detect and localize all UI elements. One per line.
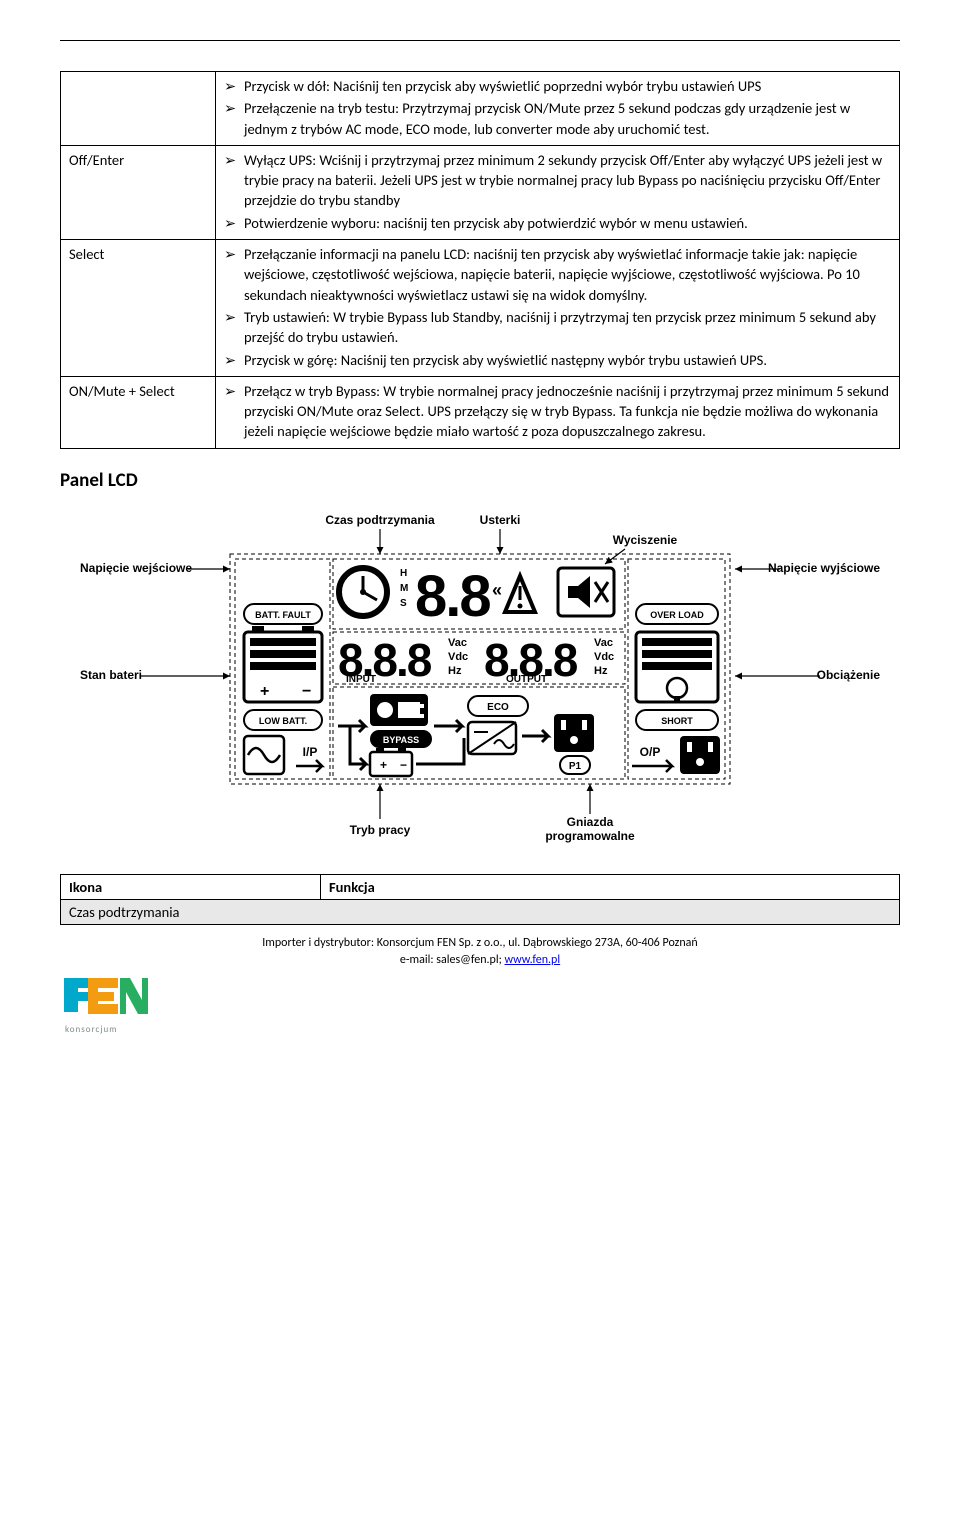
bullet-arrow-icon: ➢ <box>224 98 244 118</box>
svg-text:INPUT: INPUT <box>346 674 376 685</box>
svg-text:ECO: ECO <box>487 702 509 713</box>
bullet-item: ➢Wyłącz UPS: Wciśnij i przytrzymaj przez… <box>224 150 891 211</box>
function-header-label: Funkcja <box>329 878 375 896</box>
icon-header-cell: Ikona <box>61 874 321 899</box>
bullet-text: Przełączenie na tryb testu: Przytrzymaj … <box>244 98 891 139</box>
fen-logo: konsorcjum <box>60 976 900 1041</box>
function-header-cell: Funkcja <box>321 874 900 899</box>
svg-text:−: − <box>302 683 311 700</box>
svg-text:H: H <box>400 568 407 579</box>
svg-text:I/P: I/P <box>303 745 318 759</box>
page-top-rule <box>60 40 900 41</box>
row-content: ➢Wyłącz UPS: Wciśnij i przytrzymaj przez… <box>216 145 900 239</box>
footer-line1: Importer i dystrybutor: Konsorcjum FEN S… <box>60 935 900 952</box>
svg-text:M: M <box>400 583 408 594</box>
row-content: ➢Przycisk w dół: Naciśnij ten przycisk a… <box>216 72 900 146</box>
bullet-text: Przełączanie informacji na panelu LCD: n… <box>244 244 891 305</box>
svg-text:LOW BATT.: LOW BATT. <box>259 716 307 726</box>
page-footer: Importer i dystrybutor: Konsorcjum FEN S… <box>60 935 900 969</box>
footer-email: e-mail: sales@fen.pl; <box>400 953 505 967</box>
svg-text:programowalne: programowalne <box>545 829 635 843</box>
svg-text:Hz: Hz <box>594 665 608 677</box>
svg-text:SHORT: SHORT <box>661 716 693 726</box>
bullet-arrow-icon: ➢ <box>224 76 244 96</box>
svg-text:Vac: Vac <box>448 637 467 649</box>
footer-line2: e-mail: sales@fen.pl; www.fen.pl <box>60 952 900 969</box>
lcd-panel-diagram: Napięcie wejściowe Czas podtrzymania Ust… <box>60 504 900 844</box>
bullet-text: Przycisk w górę: Naciśnij ten przycisk a… <box>244 350 891 370</box>
svg-text:Czas podtrzymania: Czas podtrzymania <box>325 513 435 527</box>
svg-text:Tryb pracy: Tryb pracy <box>350 823 411 837</box>
row-label: ON/Mute + Select <box>61 376 216 448</box>
svg-text:Vac: Vac <box>594 637 613 649</box>
svg-text:Usterki: Usterki <box>480 513 521 527</box>
row-content: ➢Przełączanie informacji na panelu LCD: … <box>216 240 900 377</box>
bullet-item: ➢Przełącz w tryb Bypass: W trybie normal… <box>224 381 891 442</box>
bullet-arrow-icon: ➢ <box>224 213 244 233</box>
svg-text:Vdc: Vdc <box>448 651 468 663</box>
bullet-text: Przełącz w tryb Bypass: W trybie normaln… <box>244 381 891 442</box>
backup-time-row: Czas podtrzymania <box>61 899 900 924</box>
svg-text:OVER LOAD: OVER LOAD <box>650 610 704 620</box>
bullet-item: ➢Przycisk w dół: Naciśnij ten przycisk a… <box>224 76 891 96</box>
svg-text:+: + <box>380 758 387 772</box>
svg-text:Napięcie wejściowe: Napięcie wejściowe <box>80 561 192 575</box>
bullet-arrow-icon: ➢ <box>224 244 244 264</box>
bullet-arrow-icon: ➢ <box>224 307 244 327</box>
svg-text:BYPASS: BYPASS <box>383 735 419 745</box>
svg-text:S: S <box>400 598 407 609</box>
svg-text:8.8: 8.8 <box>415 564 490 629</box>
bullet-text: Przycisk w dół: Naciśnij ten przycisk ab… <box>244 76 891 96</box>
svg-text:BATT. FAULT: BATT. FAULT <box>255 610 311 620</box>
button-description-table: ➢Przycisk w dół: Naciśnij ten przycisk a… <box>60 71 900 449</box>
footer-link[interactable]: www.fen.pl <box>505 953 561 967</box>
svg-text:−: − <box>400 758 407 772</box>
bullet-arrow-icon: ➢ <box>224 381 244 401</box>
svg-text:O/P: O/P <box>640 745 661 759</box>
svg-text:Napięcie wyjściowe: Napięcie wyjściowe <box>768 561 880 575</box>
svg-text:P1: P1 <box>569 761 582 772</box>
svg-text:Stan bateri: Stan bateri <box>80 668 142 682</box>
icon-function-table: Ikona Funkcja Czas podtrzymania <box>60 874 900 925</box>
bullet-arrow-icon: ➢ <box>224 350 244 370</box>
row-label: Select <box>61 240 216 377</box>
svg-text:Wyciszenie: Wyciszenie <box>613 533 678 547</box>
panel-lcd-heading: Panel LCD <box>60 469 900 492</box>
bullet-text: Potwierdzenie wyboru: naciśnij ten przyc… <box>244 213 891 233</box>
bullet-text: Wyłącz UPS: Wciśnij i przytrzymaj przez … <box>244 150 891 211</box>
row-content: ➢Przełącz w tryb Bypass: W trybie normal… <box>216 376 900 448</box>
svg-text:Obciążenie: Obciążenie <box>817 668 881 682</box>
svg-text:«: « <box>492 580 502 600</box>
bullet-arrow-icon: ➢ <box>224 150 244 170</box>
bullet-item: ➢Przełączenie na tryb testu: Przytrzymaj… <box>224 98 891 139</box>
row-label <box>61 72 216 146</box>
svg-text:OUTPUT: OUTPUT <box>506 674 547 685</box>
svg-text:Hz: Hz <box>448 665 462 677</box>
icon-header-label: Ikona <box>69 878 102 896</box>
svg-text:konsorcjum: konsorcjum <box>65 1024 117 1035</box>
lcd-panel-svg: Napięcie wejściowe Czas podtrzymania Ust… <box>70 504 890 844</box>
bullet-item: ➢Potwierdzenie wyboru: naciśnij ten przy… <box>224 213 891 233</box>
svg-text:+: + <box>260 683 269 700</box>
bullet-item: ➢ Przycisk w górę: Naciśnij ten przycisk… <box>224 350 891 370</box>
bullet-item: ➢Tryb ustawień: W trybie Bypass lub Stan… <box>224 307 891 348</box>
svg-text:Vdc: Vdc <box>594 651 614 663</box>
bullet-item: ➢Przełączanie informacji na panelu LCD: … <box>224 244 891 305</box>
svg-text:Gniazda: Gniazda <box>567 815 614 829</box>
bullet-text: Tryb ustawień: W trybie Bypass lub Stand… <box>244 307 891 348</box>
row-label: Off/Enter <box>61 145 216 239</box>
